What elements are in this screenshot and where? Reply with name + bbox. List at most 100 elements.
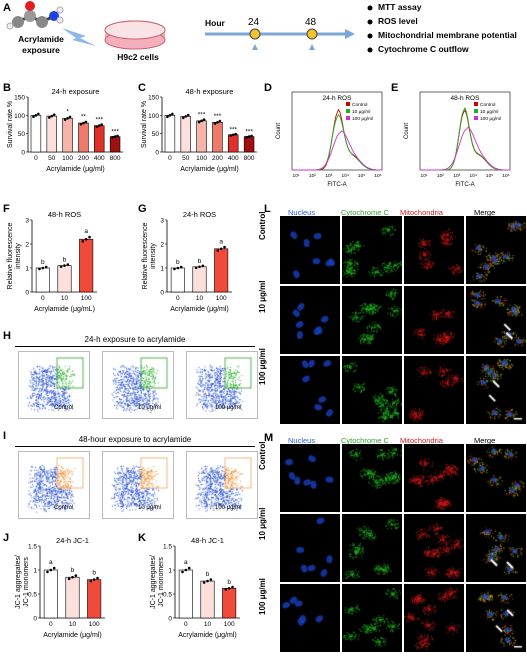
data-point bbox=[224, 588, 228, 591]
bar bbox=[222, 587, 237, 619]
significance-label: *** bbox=[198, 111, 206, 118]
cell-label: H9c2 cells bbox=[117, 52, 159, 62]
data-point bbox=[52, 113, 56, 116]
assay-item: ROS level bbox=[378, 16, 418, 26]
panel-letter-d: D bbox=[264, 82, 272, 94]
micrograph-tile bbox=[404, 584, 464, 652]
x-axis-label: Acrylamide (μg/mL) bbox=[34, 306, 95, 313]
data-point bbox=[79, 122, 83, 126]
data-point bbox=[200, 119, 203, 123]
bar bbox=[164, 115, 176, 153]
x-tick-label: 10¹ bbox=[421, 173, 428, 179]
histogram-frame bbox=[291, 91, 383, 171]
data-point bbox=[37, 112, 40, 116]
channel-header: Cytochrome C bbox=[341, 208, 389, 217]
x-tick-label: 10¹ bbox=[293, 173, 300, 179]
data-point bbox=[84, 237, 88, 241]
legend-entry: 10 μg/ml bbox=[480, 109, 499, 115]
significance-label: * bbox=[66, 109, 69, 116]
panel-letter-i: I bbox=[3, 430, 7, 442]
micrograph-tile bbox=[342, 286, 402, 354]
legend-swatch bbox=[346, 109, 350, 113]
data-point bbox=[44, 265, 48, 269]
significance-label: b bbox=[227, 579, 231, 586]
data-point bbox=[187, 566, 191, 570]
data-point bbox=[223, 245, 226, 249]
compound-label: Acrylamide exposure bbox=[18, 34, 64, 55]
y-axis-label: JC-1 aggregates/JC-1 monomers bbox=[15, 555, 30, 609]
micrograph-tile bbox=[466, 216, 526, 284]
x-tick-label: 50 bbox=[48, 155, 56, 162]
data-point bbox=[46, 570, 49, 574]
row-label: 100 μg/ml bbox=[258, 578, 267, 615]
x-tick-label: 0 bbox=[49, 621, 53, 628]
data-point bbox=[74, 574, 78, 577]
data-point bbox=[198, 265, 201, 269]
data-point bbox=[52, 566, 56, 570]
data-point bbox=[71, 575, 74, 579]
x-tick-label: 0 bbox=[34, 155, 38, 162]
data-point bbox=[227, 586, 231, 590]
legend-entry: 100 μg/ml bbox=[352, 116, 373, 122]
data-point bbox=[41, 266, 45, 270]
panel-letter-m: M bbox=[264, 432, 274, 444]
x-axis-label: Acrylamide (μg/ml) bbox=[180, 166, 239, 173]
chart-title: 24-h ROS bbox=[183, 210, 216, 219]
x-tick-label: 10⁶ bbox=[502, 173, 509, 179]
micrograph-tile bbox=[466, 584, 526, 652]
panel-letter-k: K bbox=[138, 532, 146, 544]
significance-label: b bbox=[63, 256, 67, 263]
micrograph-tile bbox=[280, 286, 340, 354]
x-tick-label: 10 bbox=[69, 621, 77, 628]
micrograph-tile bbox=[342, 216, 402, 284]
data-point bbox=[206, 579, 209, 583]
x-tick-label: 10⁶ bbox=[374, 173, 381, 179]
chart-title: 24-h exposure bbox=[52, 87, 100, 96]
y-tick-label: 2 bbox=[160, 242, 164, 249]
panel-letter-b: B bbox=[3, 82, 11, 94]
bar bbox=[78, 122, 89, 153]
x-tick-label: 800 bbox=[244, 155, 255, 162]
significance-label: b bbox=[71, 567, 75, 574]
flow-plot-24h-10 bbox=[102, 351, 174, 419]
y-axis-label: Count bbox=[404, 123, 410, 139]
bar bbox=[178, 569, 193, 619]
micrograph-tile bbox=[280, 216, 340, 284]
data-point bbox=[81, 240, 85, 243]
data-point bbox=[63, 118, 67, 121]
data-point bbox=[234, 132, 238, 136]
micrograph-tile bbox=[342, 514, 402, 582]
significance-label: a bbox=[184, 559, 188, 566]
micrograph-tile bbox=[404, 216, 464, 284]
micrograph-tile bbox=[466, 286, 526, 354]
micrograph-tile bbox=[342, 584, 402, 652]
flow-plot-48h-10 bbox=[102, 451, 174, 519]
data-point bbox=[116, 134, 119, 138]
channel-header: Merge bbox=[474, 208, 496, 217]
assay-item: Mitochondrial membrane potential bbox=[378, 30, 517, 40]
y-tick-label: 0 bbox=[160, 290, 164, 297]
micrograph-tile bbox=[466, 514, 526, 582]
data-point bbox=[100, 123, 104, 126]
data-point bbox=[66, 116, 69, 120]
significance-label: *** bbox=[214, 113, 222, 120]
y-axis-label: JC-1 aggregates/JC-1 monomers bbox=[150, 555, 165, 609]
assay-item: Cytochrome C outflow bbox=[378, 44, 469, 54]
x-tick-label: 200 bbox=[78, 155, 89, 162]
bar bbox=[30, 115, 42, 153]
data-point bbox=[88, 235, 91, 239]
flow-label: 10 μg/ml bbox=[138, 405, 162, 411]
y-axis-label: Survival rate % bbox=[141, 101, 148, 148]
panel-a-diagram bbox=[6, 1, 373, 53]
y-tick-label: 1.5 bbox=[28, 544, 37, 551]
significance-label: b bbox=[92, 570, 96, 577]
channel-header: Nucleus bbox=[288, 436, 316, 445]
significance-label: *** bbox=[111, 128, 119, 135]
data-point bbox=[176, 266, 180, 270]
panel-h-title: 24-h exposure to acrylamide bbox=[84, 335, 186, 344]
data-point bbox=[171, 112, 174, 116]
data-point bbox=[184, 568, 188, 572]
bar bbox=[65, 576, 80, 619]
data-point bbox=[67, 577, 71, 581]
data-point bbox=[197, 120, 201, 124]
